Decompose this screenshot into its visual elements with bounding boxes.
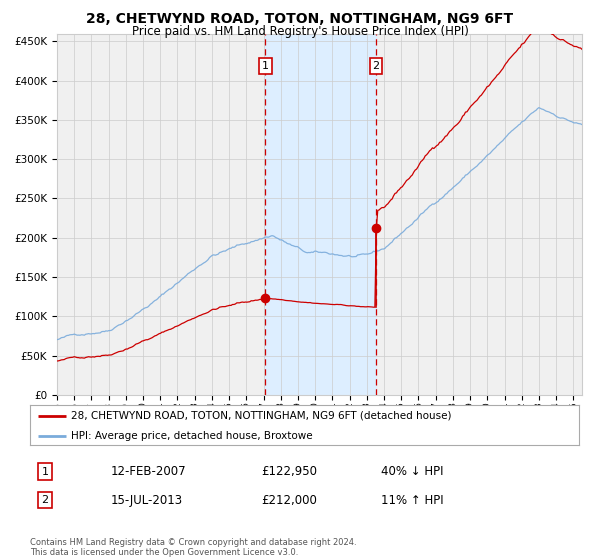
Text: HPI: Average price, detached house, Broxtowe: HPI: Average price, detached house, Brox… xyxy=(71,431,313,441)
Text: Price paid vs. HM Land Registry's House Price Index (HPI): Price paid vs. HM Land Registry's House … xyxy=(131,25,469,38)
Text: 12-FEB-2007: 12-FEB-2007 xyxy=(111,465,187,478)
Text: £212,000: £212,000 xyxy=(261,493,317,507)
Text: 2: 2 xyxy=(373,61,380,71)
Text: 28, CHETWYND ROAD, TOTON, NOTTINGHAM, NG9 6FT: 28, CHETWYND ROAD, TOTON, NOTTINGHAM, NG… xyxy=(86,12,514,26)
Text: 11% ↑ HPI: 11% ↑ HPI xyxy=(381,493,443,507)
Bar xyxy=(265,34,376,395)
Text: 1: 1 xyxy=(262,61,269,71)
Text: 1: 1 xyxy=(41,466,49,477)
Text: 40% ↓ HPI: 40% ↓ HPI xyxy=(381,465,443,478)
Text: 15-JUL-2013: 15-JUL-2013 xyxy=(111,493,183,507)
Text: £122,950: £122,950 xyxy=(261,465,317,478)
Text: Contains HM Land Registry data © Crown copyright and database right 2024.
This d: Contains HM Land Registry data © Crown c… xyxy=(30,538,356,557)
Text: 28, CHETWYND ROAD, TOTON, NOTTINGHAM, NG9 6FT (detached house): 28, CHETWYND ROAD, TOTON, NOTTINGHAM, NG… xyxy=(71,411,452,421)
Text: 2: 2 xyxy=(41,495,49,505)
